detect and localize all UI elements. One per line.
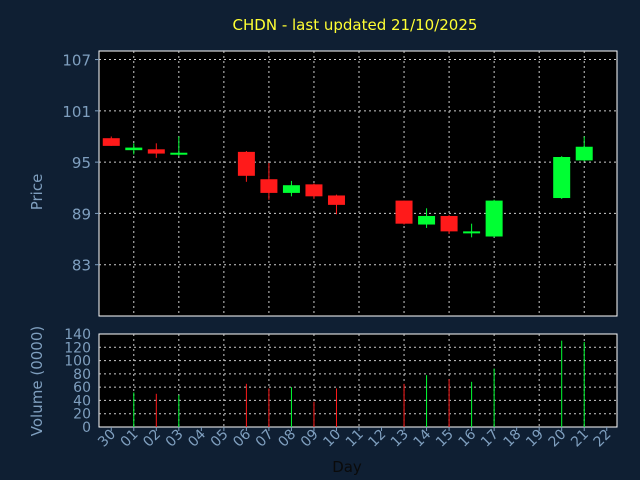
volume-tick-label: 140	[64, 327, 91, 343]
price-tick-label: 83	[72, 257, 91, 275]
volume-tick-label: 60	[73, 380, 91, 396]
chart-title: CHDN - last updated 21/10/2025	[233, 16, 478, 34]
candle-body	[170, 152, 188, 155]
candle-body	[463, 231, 481, 234]
price-tick-label: 89	[72, 205, 91, 223]
volume-tick-label: 0	[82, 420, 91, 436]
price-plot-area	[98, 50, 618, 317]
candle-body	[305, 184, 323, 197]
candle-body	[237, 151, 255, 176]
volume-tick-label: 100	[64, 354, 91, 370]
volume-axis-label: Volume (0000)	[28, 326, 46, 436]
price-axis-label: Price	[28, 174, 46, 211]
volume-tick-label: 40	[73, 393, 91, 409]
candle-body	[395, 200, 413, 224]
volume-tick-label: 80	[73, 367, 91, 383]
x-axis-label: Day	[332, 458, 362, 476]
candle-body	[102, 138, 120, 146]
x-axis: 3001020304050607080910111213141516171819…	[95, 426, 614, 450]
candle-body	[282, 185, 300, 193]
candle-body	[553, 157, 571, 199]
candle-body	[440, 215, 458, 232]
candle-body	[327, 195, 345, 205]
candle-body	[260, 179, 278, 193]
volume-tick-label: 20	[73, 407, 91, 423]
candle-body	[147, 149, 165, 154]
price-tick-label: 107	[62, 52, 91, 70]
price-tick-label: 95	[72, 154, 91, 172]
candle-body	[485, 200, 503, 237]
volume-plot-area	[98, 333, 618, 428]
price-tick-label: 101	[62, 103, 91, 121]
candle-body	[125, 147, 143, 151]
candle-body	[418, 215, 436, 225]
volume-tick-label: 120	[64, 340, 91, 356]
candle-body	[575, 146, 593, 161]
price-panel: 83 89 95 101 107	[62, 50, 618, 317]
